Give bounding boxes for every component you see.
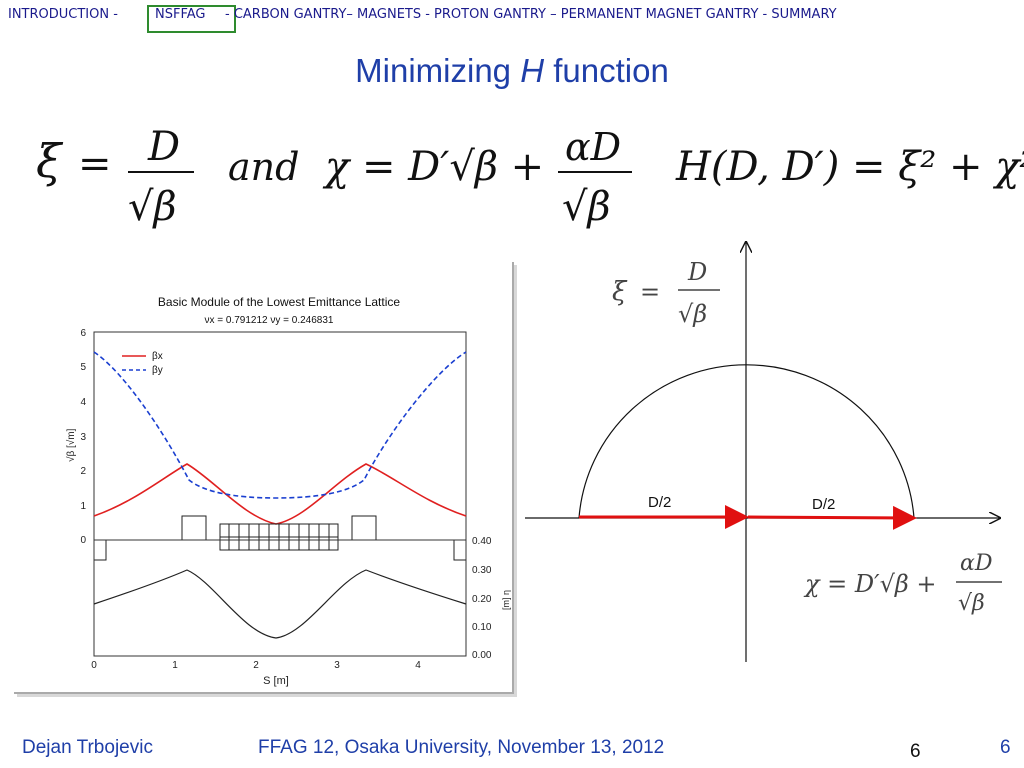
xtick-4: 4 bbox=[415, 660, 421, 671]
title-emphasis: H bbox=[520, 52, 545, 89]
semicircle bbox=[578, 364, 915, 519]
d2-label-left: D/2 bbox=[648, 494, 671, 511]
diagram-xi-denominator: √β bbox=[678, 300, 707, 328]
equations-svg: ξ = D √β and χ = D′√β + αD √β H(D, D′) =… bbox=[36, 124, 1024, 230]
legend-label-betay: βy bbox=[152, 365, 163, 376]
ytick-4: 4 bbox=[80, 397, 86, 408]
denominator-sqrt-beta: √β bbox=[128, 184, 177, 230]
ytick-1: 1 bbox=[80, 501, 86, 512]
magnet-quad-left bbox=[181, 515, 207, 541]
xtick-3: 3 bbox=[334, 660, 340, 671]
equation-row: ξ = D √β and χ = D′√β + αD √β H(D, D′) =… bbox=[0, 115, 1024, 235]
footer-author: Dejan Trbojevic bbox=[22, 737, 153, 758]
nav-item-rest[interactable]: - CARBON GANTRY– MAGNETS - PROTON GANTRY… bbox=[225, 7, 837, 22]
diagram-xi-numerator: D bbox=[687, 258, 707, 286]
beta-x-curve bbox=[93, 463, 467, 525]
nav-active-highlight bbox=[147, 5, 236, 33]
magnet-edge-left bbox=[93, 539, 107, 561]
lattice-plot-svg: Basic Module of the Lowest Emittance Lat… bbox=[65, 295, 511, 687]
nav-item-introduction[interactable]: INTRODUCTION - bbox=[8, 7, 118, 22]
x-axis-label: S [m] bbox=[263, 675, 289, 687]
plot-title: Basic Module of the Lowest Emittance Lat… bbox=[158, 295, 400, 309]
eta-tick-030: 0.30 bbox=[472, 565, 492, 576]
legend-label-betax: βx bbox=[152, 351, 163, 362]
d2-arrow-right bbox=[747, 505, 917, 530]
footer-page-number-a: 6 bbox=[910, 741, 921, 762]
eta-axis-label: [m] η bbox=[501, 590, 511, 610]
denominator-sqrt-beta-2: √β bbox=[562, 184, 611, 230]
xtick-0: 0 bbox=[91, 660, 97, 671]
and-word: and bbox=[228, 145, 299, 189]
beta-y-curve bbox=[93, 351, 467, 499]
magnet-edge-right bbox=[453, 539, 467, 561]
numerator-alphaD: αD bbox=[565, 125, 621, 169]
numerator-D: D bbox=[147, 124, 180, 170]
diagram-xi-symbol: ξ bbox=[612, 277, 628, 307]
eta-tick-020: 0.20 bbox=[472, 594, 492, 605]
title-suffix: function bbox=[544, 52, 669, 89]
magnet-quad-right bbox=[351, 515, 377, 541]
xi-symbol: ξ bbox=[36, 134, 64, 188]
lattice-plot-image: Basic Module of the Lowest Emittance Lat… bbox=[14, 262, 514, 694]
xtick-2: 2 bbox=[253, 660, 259, 671]
diagram-chi-numerator: αD bbox=[960, 551, 993, 576]
diagram-xi-equals: = bbox=[640, 278, 660, 306]
dispersion-curve bbox=[93, 569, 467, 639]
nav-item-nsffag[interactable]: NSFFAG bbox=[155, 7, 206, 22]
ytick-6: 6 bbox=[80, 328, 86, 339]
dipole-hatching bbox=[220, 524, 338, 550]
d2-label-right: D/2 bbox=[812, 496, 835, 513]
lower-axes-box bbox=[93, 539, 467, 657]
eta-tick-040: 0.40 bbox=[472, 536, 492, 547]
title-prefix: Minimizing bbox=[355, 52, 521, 89]
h-function-expression: H(D, D′) = ξ² + χ² bbox=[675, 144, 1024, 190]
chi-expression: χ = D′√β + bbox=[322, 144, 544, 190]
equals-sign: = bbox=[78, 141, 112, 187]
ytick-0: 0 bbox=[80, 535, 86, 546]
eta-tick-010: 0.10 bbox=[472, 622, 492, 633]
y-axis-label: √β [√m] bbox=[65, 428, 77, 462]
footer-page-number-b: 6 bbox=[1000, 737, 1011, 758]
ytick-3: 3 bbox=[80, 432, 86, 443]
diagram-chi-expression: χ = D′√β + bbox=[803, 570, 937, 598]
upper-axes-box bbox=[93, 331, 467, 541]
diagram-chi-denominator: √β bbox=[958, 591, 985, 616]
ytick-2: 2 bbox=[80, 466, 86, 477]
slide-title: Minimizing H function bbox=[0, 52, 1024, 90]
section-nav: INTRODUCTION - NSFFAG - CARBON GANTRY– M… bbox=[0, 4, 1024, 33]
xtick-1: 1 bbox=[172, 660, 178, 671]
ytick-5: 5 bbox=[80, 362, 86, 373]
footer-event: FFAG 12, Osaka University, November 13, … bbox=[258, 737, 665, 758]
eta-tick-000: 0.00 bbox=[472, 650, 492, 661]
plot-subtitle: νx = 0.791212 νy = 0.246831 bbox=[205, 315, 334, 326]
